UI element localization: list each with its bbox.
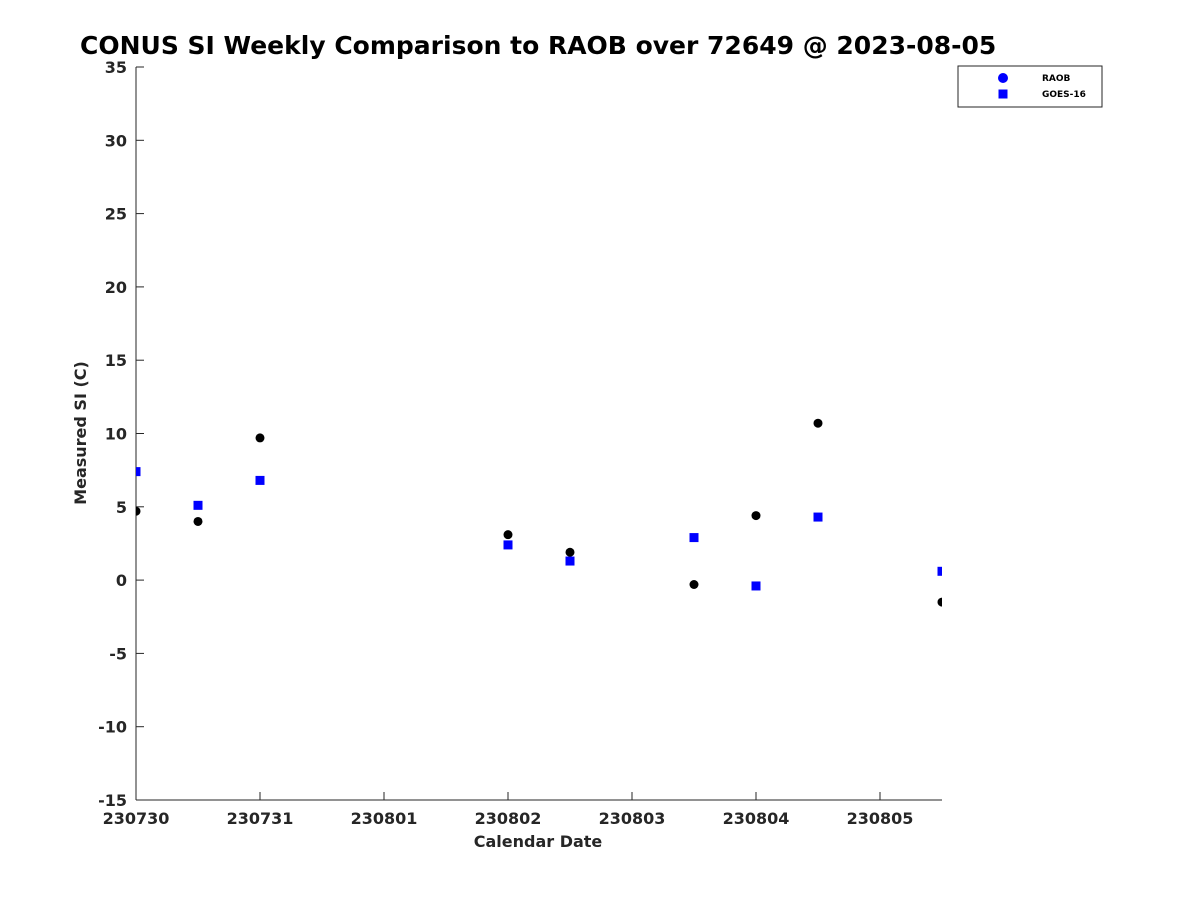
goes-16-point xyxy=(689,533,699,543)
raob-point xyxy=(193,516,203,526)
y-tick-label: 0 xyxy=(116,571,127,590)
raob-point xyxy=(565,547,575,557)
y-tick-label: 10 xyxy=(105,425,127,444)
legend-label: RAOB xyxy=(1042,74,1071,84)
y-tick-label: -10 xyxy=(98,718,127,737)
y-tick-label: 20 xyxy=(105,278,127,297)
x-axis-label: Calendar Date xyxy=(474,832,603,851)
raob-point xyxy=(689,579,699,589)
goes-16-point xyxy=(813,512,823,522)
legend-marker xyxy=(998,73,1008,83)
legend-marker xyxy=(998,89,1008,99)
x-tick-label: 230803 xyxy=(599,809,666,828)
legend: RAOB GOES-16 xyxy=(957,65,1103,108)
x-tick-label: 230730 xyxy=(103,809,170,828)
chart-title: CONUS SI Weekly Comparison to RAOB over … xyxy=(80,31,996,60)
goes-16-point xyxy=(503,540,513,550)
x-tick-label: 230802 xyxy=(475,809,542,828)
y-tick-label: -15 xyxy=(98,791,127,810)
axis-ticks: -15 -10 -5 0 5 10 15 20 25 30 35 230730 230731 230801… xyxy=(98,58,913,828)
y-tick-label: 35 xyxy=(105,58,127,77)
y-tick-label: 30 xyxy=(105,131,127,150)
goes-16-point xyxy=(255,475,265,485)
goes-16-point xyxy=(193,500,203,510)
x-tick-label: 230801 xyxy=(351,809,418,828)
y-tick-label: 25 xyxy=(105,205,127,224)
data-points xyxy=(136,418,942,607)
goes-16-point xyxy=(937,566,942,576)
legend-box xyxy=(957,65,1103,108)
goes-16-point xyxy=(565,556,575,566)
goes-16-point xyxy=(136,467,141,477)
legend-label: GOES-16 xyxy=(1042,90,1086,100)
goes-16-point xyxy=(751,581,761,591)
raob-point xyxy=(937,597,942,607)
x-tick-label: 230804 xyxy=(723,809,790,828)
raob-point xyxy=(255,433,265,443)
x-tick-label: 230731 xyxy=(227,809,294,828)
y-tick-label: -5 xyxy=(109,644,127,663)
raob-point xyxy=(751,511,761,521)
y-tick-label: 15 xyxy=(105,351,127,370)
raob-point xyxy=(136,506,141,516)
x-tick-label: 230805 xyxy=(847,809,914,828)
y-axis-label: Measured SI (C) xyxy=(71,361,90,505)
raob-point xyxy=(813,418,823,428)
raob-point xyxy=(503,530,513,540)
axes xyxy=(135,67,942,801)
y-tick-label: 5 xyxy=(116,498,127,517)
